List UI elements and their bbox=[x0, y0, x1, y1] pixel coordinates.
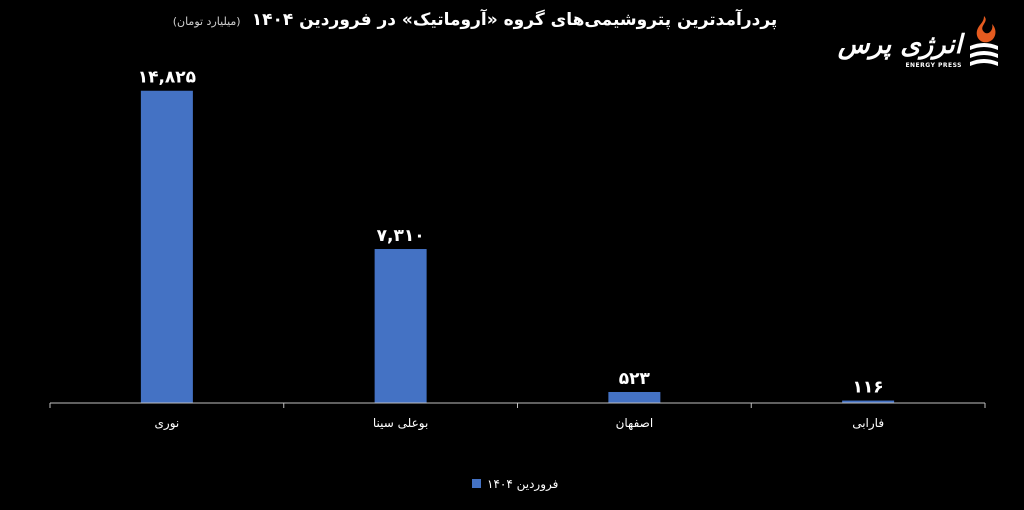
brand-logo-text: انرژی پرس bbox=[837, 30, 963, 60]
data-label: ۵۲۳ bbox=[619, 369, 651, 389]
bar bbox=[608, 391, 661, 403]
data-label: ۱۴,۸۲۵ bbox=[138, 68, 196, 88]
x-tick-label: اصفهان bbox=[616, 416, 654, 430]
bar bbox=[140, 90, 193, 403]
chart-title-block: پردرآمدترین پتروشیمی‌های گروه «آروماتیک»… bbox=[150, 10, 800, 30]
x-tick-label: فارابی bbox=[852, 416, 884, 431]
chart-unit: (میلیارد تومان) bbox=[172, 15, 241, 28]
legend-swatch bbox=[472, 479, 481, 488]
x-tick-label: نوری bbox=[155, 416, 180, 431]
brand-logo: انرژی پرس ENERGY PRESS bbox=[812, 10, 1002, 74]
flame-logo-icon bbox=[970, 16, 998, 66]
bar bbox=[842, 400, 895, 403]
chart-title: پردرآمدترین پتروشیمی‌های گروه «آروماتیک»… bbox=[251, 10, 778, 30]
legend-label: فروردین ۱۴۰۴ bbox=[487, 477, 558, 492]
bar bbox=[374, 249, 427, 403]
data-label: ۱۱۶ bbox=[853, 378, 884, 398]
data-label: ۷,۳۱۰ bbox=[377, 226, 425, 246]
x-tick-label: بوعلی سینا bbox=[373, 416, 428, 431]
brand-logo-subtext: ENERGY PRESS bbox=[905, 62, 962, 69]
